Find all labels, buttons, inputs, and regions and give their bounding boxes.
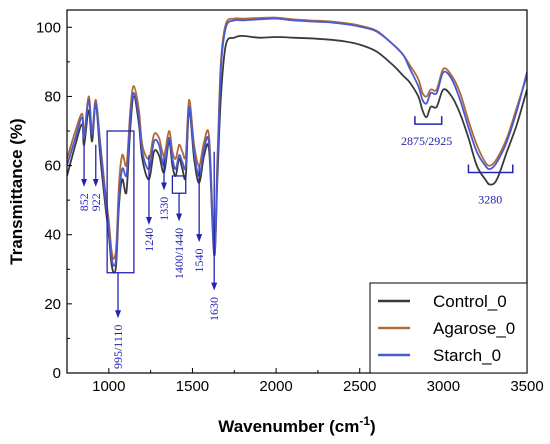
series-line-agarose-0 (67, 16, 527, 260)
x-tick-label: 1000 (92, 378, 125, 395)
annotation-852: 852 (77, 144, 91, 211)
annotation-label: 995/1110 (111, 325, 125, 369)
x-tick-label: 3000 (427, 378, 460, 395)
annotation-2875-2925: 2875/2925 (401, 116, 452, 148)
legend-label-starch-0: Starch_0 (433, 346, 501, 365)
legend-label-control-0: Control_0 (433, 292, 507, 311)
plot-frame (66, 9, 528, 374)
annotation-label: 2875/2925 (401, 134, 452, 148)
annotation-922: 922 (89, 144, 103, 211)
annotation-1400-1440: 1400/1440 (171, 175, 187, 279)
x-tick-label: 1500 (176, 378, 209, 395)
annotation-label: 922 (89, 193, 103, 211)
legend-label-agarose-0: Agarose_0 (433, 319, 515, 338)
annotation-label: 1630 (207, 297, 221, 321)
x-axis-title-sup: -1 (359, 414, 370, 428)
y-tick-label: 100 (36, 19, 61, 36)
y-tick-label: 80 (44, 88, 61, 105)
series-line-starch-0 (67, 17, 527, 267)
legend: Control_0 Agarose_0 Starch_0 (369, 282, 528, 374)
annotation-1540: 1540 (192, 165, 206, 273)
annotation-label: 1540 (192, 249, 206, 273)
y-tick-label: 60 (44, 158, 61, 175)
x-tick-label: 2500 (343, 378, 376, 395)
annotation-995-1110: 995/1110 (106, 130, 135, 369)
y-axis-title: Transmittance (%) (7, 118, 26, 264)
series-group (67, 16, 527, 274)
y-tick-label: 40 (44, 227, 61, 244)
series-line-control-0 (67, 34, 527, 274)
annotation-label: 1400/1440 (172, 228, 186, 279)
annotation-1240: 1240 (142, 155, 156, 252)
annotation-label: 852 (77, 193, 91, 211)
annotation-label: 3280 (478, 193, 502, 207)
annotation-1630: 1630 (207, 151, 221, 321)
y-tick-label: 0 (53, 365, 61, 382)
x-axis-title-end: ) (370, 417, 376, 436)
x-tick-label: 2000 (259, 378, 292, 395)
annotation-1330: 1330 (157, 155, 171, 221)
annotation-label: 1330 (157, 197, 171, 221)
x-axis-title: Wavenumber (cm-1) (218, 414, 375, 436)
annotation-label: 1240 (142, 228, 156, 252)
annotation-3280: 3280 (467, 164, 514, 207)
annotation-box (106, 130, 135, 274)
x-tick-label: 3500 (510, 378, 543, 395)
y-tick-label: 20 (44, 296, 61, 313)
annotation-bracket (414, 116, 443, 125)
x-axis-title-main: Wavenumber (cm (218, 417, 359, 436)
annotation-bracket (467, 164, 514, 174)
